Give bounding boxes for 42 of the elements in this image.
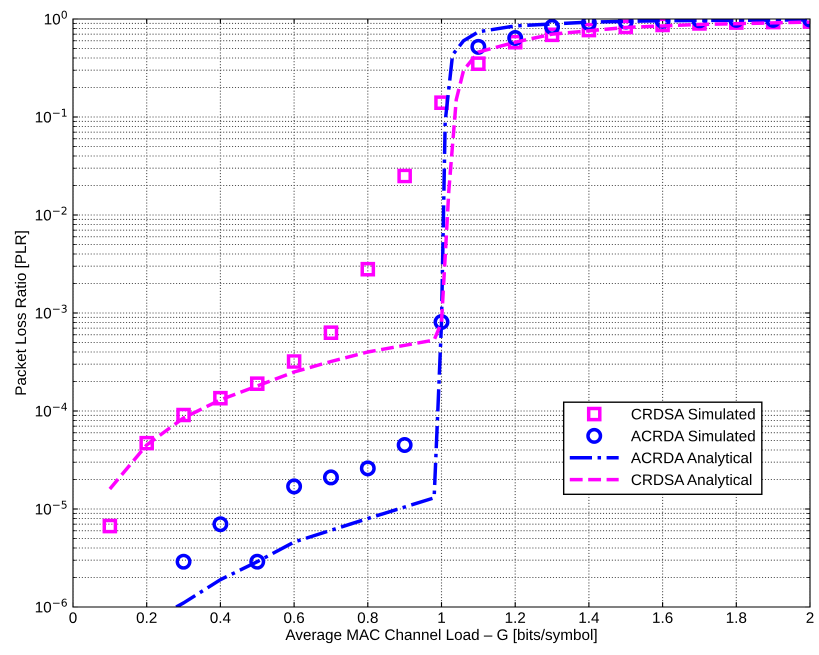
x-tick-label: 2 — [806, 612, 814, 623]
legend-label: CRDSA Simulated — [632, 408, 755, 420]
point — [176, 408, 191, 422]
point — [286, 478, 302, 494]
x-tick-label: 1 — [438, 612, 446, 623]
point — [176, 554, 192, 570]
point — [213, 390, 228, 406]
x-axis-title: Average MAC Channel Load – G [bits/symbol] — [285, 628, 597, 644]
legend-label: CRDSA Analytical — [632, 474, 752, 488]
point — [286, 354, 302, 369]
point — [250, 376, 265, 391]
point — [102, 518, 118, 534]
y-tick-label: 10$^{−6}$ — [36, 598, 67, 613]
y-tick-label: 10$^{−2}$ — [36, 206, 67, 221]
point — [249, 554, 266, 570]
y-tick-label: 10$^{−5}$ — [36, 500, 67, 515]
x-tick-label: 0.4 — [210, 612, 231, 624]
point — [360, 262, 376, 276]
x-tick-label: 0.8 — [358, 612, 378, 624]
x-tick-label: 1.6 — [653, 612, 673, 624]
y-tick-label: 10$^{−1}$ — [36, 108, 67, 123]
y-axis-title: Packet Loss Ratio [PLR] — [14, 231, 30, 395]
x-tick-label: 1.8 — [726, 612, 746, 624]
point — [322, 469, 339, 486]
point — [139, 436, 154, 450]
x-tick-label: 1.4 — [579, 612, 600, 623]
x-tick-label: 0.6 — [284, 612, 304, 624]
legend-label: ACRDA Analytical — [630, 452, 752, 466]
point — [360, 460, 376, 476]
point — [324, 325, 338, 340]
point — [397, 168, 412, 184]
point — [471, 56, 486, 71]
x-tick-label: 0 — [69, 612, 77, 624]
line-series — [108, 20, 810, 491]
x-tick-label: 0.2 — [136, 612, 157, 624]
point — [212, 516, 228, 532]
y-tick-label: 10$^{−3}$ — [36, 304, 67, 319]
y-tick-label: 10$^{0}$ — [44, 10, 67, 25]
x-tick-label: 1.2 — [506, 612, 526, 623]
legend-label: ACRDA Simulated — [630, 430, 755, 442]
y-tick-label: 10$^{−4}$ — [36, 402, 67, 417]
point — [396, 437, 413, 453]
